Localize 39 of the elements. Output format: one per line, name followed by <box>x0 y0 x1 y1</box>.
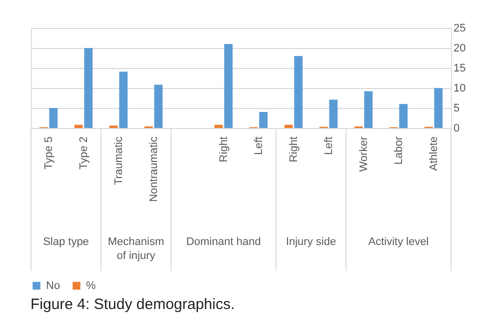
bar <box>214 124 223 128</box>
x-tick-label: Left <box>323 136 335 155</box>
y-tick-label: 20 <box>454 42 466 54</box>
x-tick-label: Traumatic <box>113 136 125 185</box>
x-tick-label: Worker <box>358 136 370 172</box>
bar <box>294 56 303 128</box>
bar <box>259 112 268 128</box>
bar <box>399 104 408 128</box>
x-tick-label: Right <box>218 136 230 162</box>
bar <box>434 88 443 128</box>
bar <box>224 44 233 128</box>
text: Dominant hand <box>186 236 261 248</box>
x-tick-label: Athlete <box>428 136 440 171</box>
y-tick-label: 15 <box>454 62 466 74</box>
x-tick-label: Nontraumatic <box>148 136 160 202</box>
text: Injury side <box>286 236 336 248</box>
bar <box>364 91 373 128</box>
bar <box>74 124 83 128</box>
y-tick-label: 10 <box>454 82 466 94</box>
y-tick-label: 0 <box>454 122 460 134</box>
legend-label: % <box>86 280 96 292</box>
text: Figure 4: Study demographics. <box>30 296 235 313</box>
x-tick-label: Left <box>253 136 265 155</box>
bar <box>284 124 293 128</box>
x-tick-label: Right <box>288 136 300 162</box>
x-tick-label: Type 5 <box>43 136 55 170</box>
bar <box>154 84 163 128</box>
x-tick-label: Labor <box>393 136 405 165</box>
text: Slap type <box>43 236 89 248</box>
text: Mechanism of injury <box>108 236 164 262</box>
x-tick-label: Type 2 <box>78 136 90 170</box>
bar <box>49 108 58 128</box>
bar <box>329 100 338 128</box>
text: Activity level <box>368 236 429 248</box>
bar <box>84 48 93 128</box>
y-tick-label: 5 <box>454 102 460 114</box>
y-tick-label: 25 <box>454 22 466 34</box>
bar <box>119 72 128 128</box>
legend-label: No <box>46 280 60 292</box>
